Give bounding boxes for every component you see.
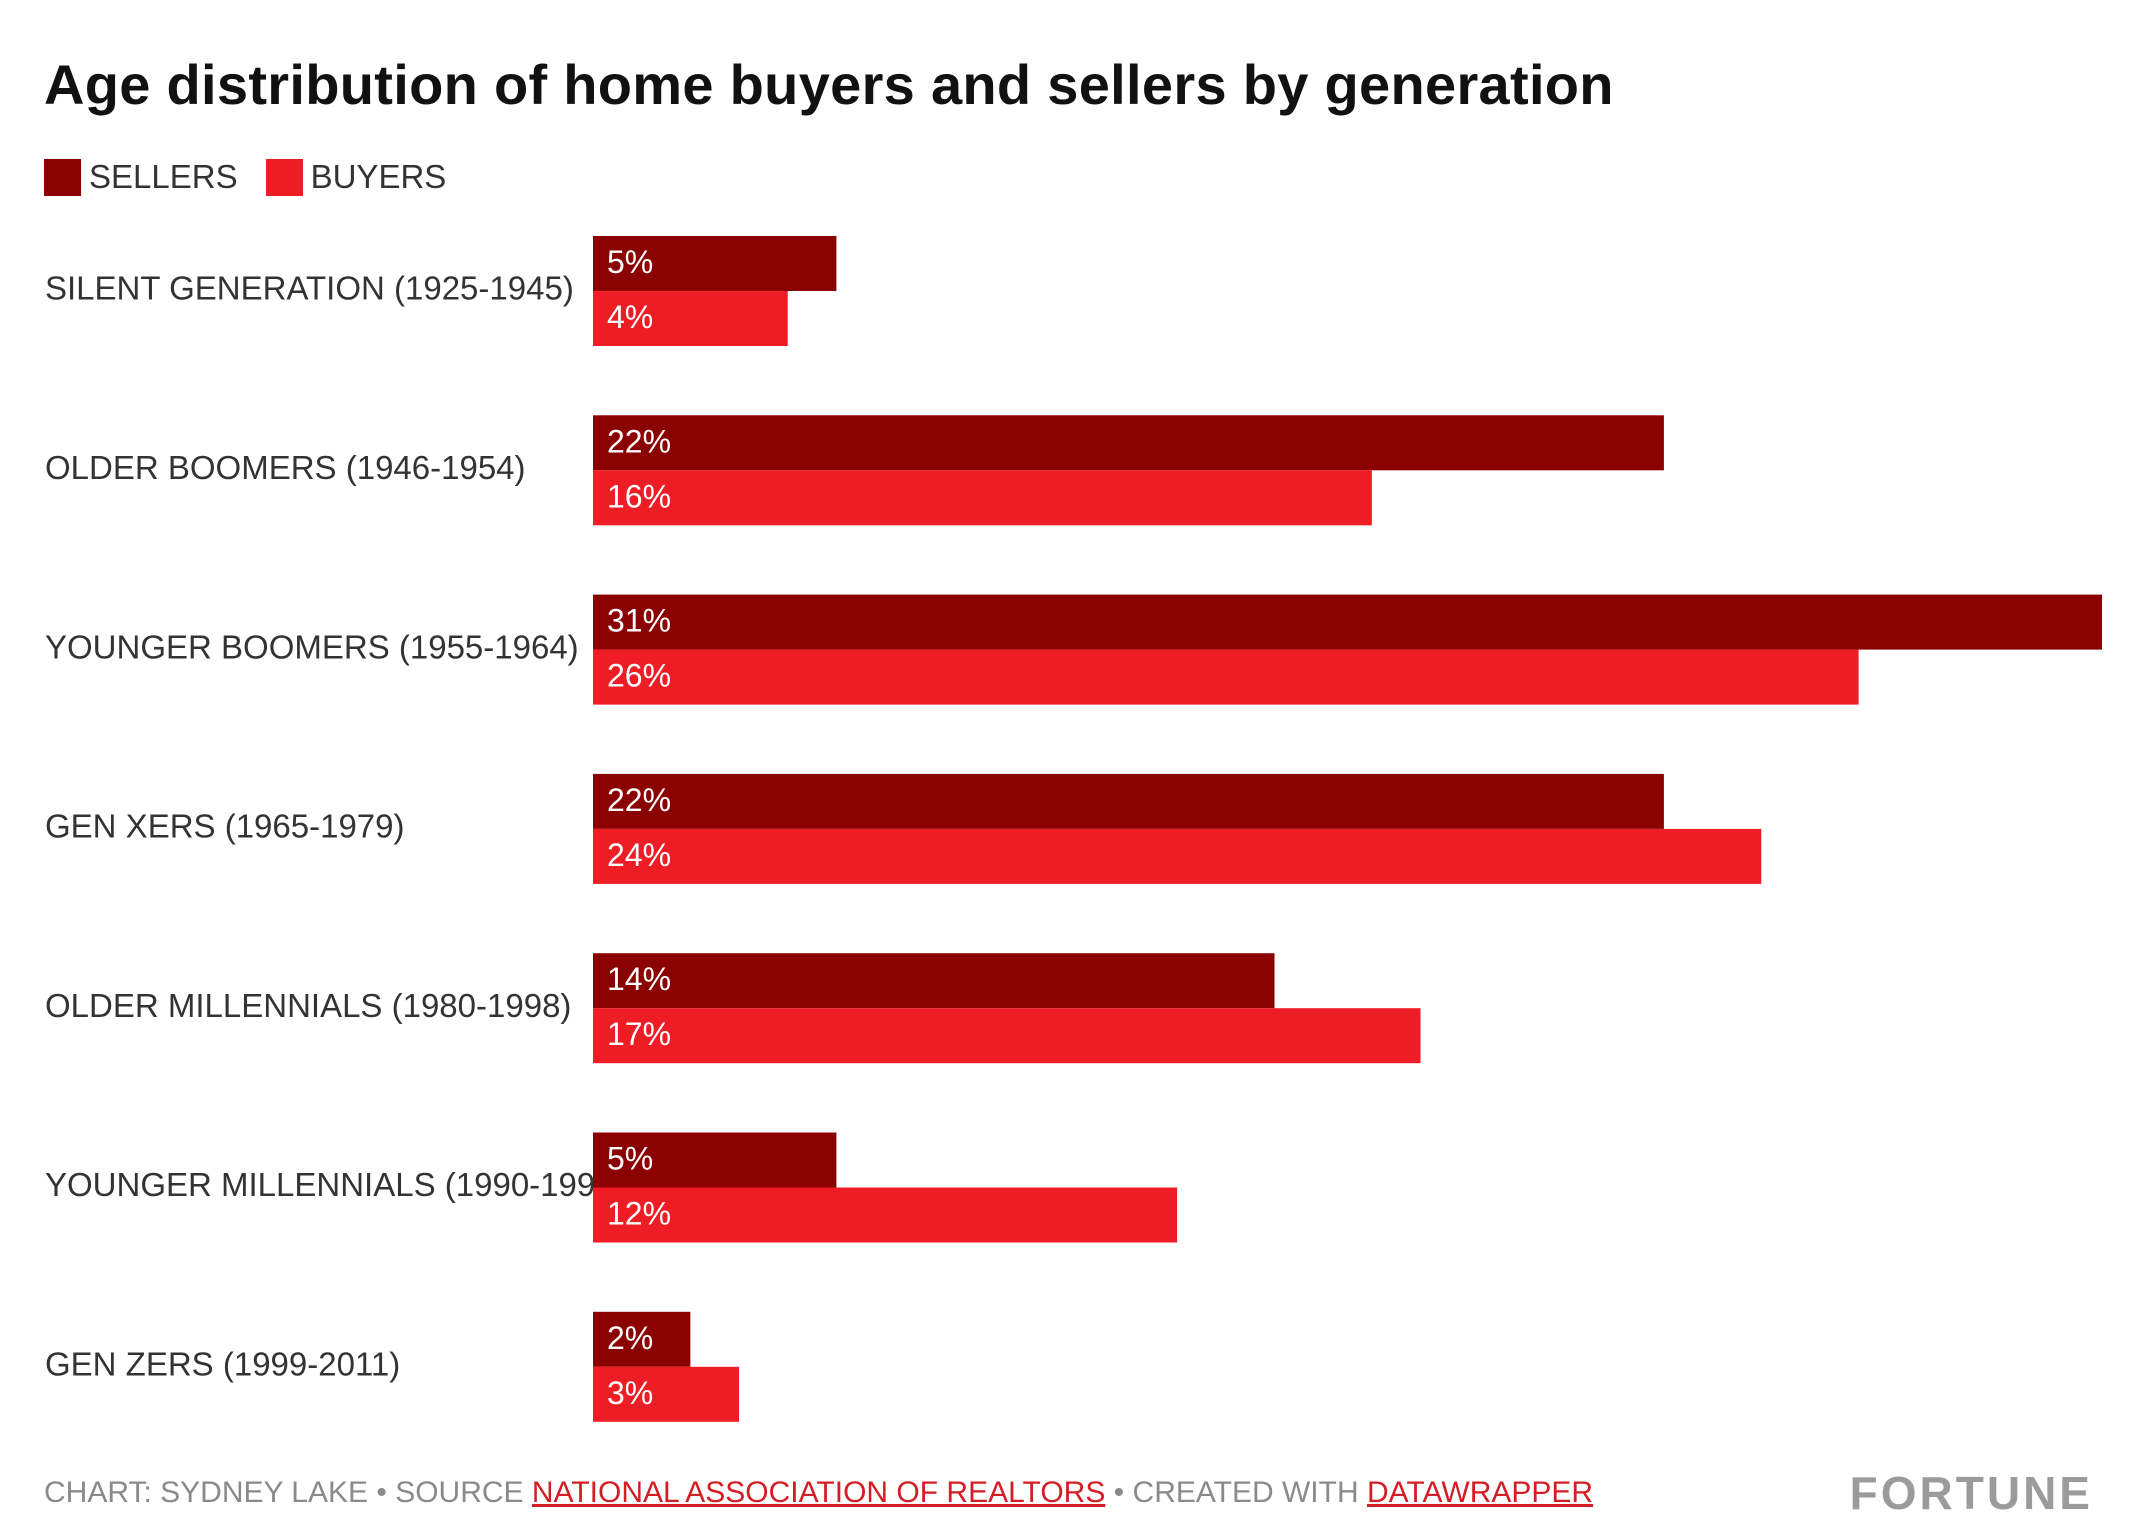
data-label-buyers: 4% [607, 299, 653, 335]
bar-buyers [593, 649, 1859, 705]
data-label-buyers: 12% [607, 1195, 671, 1231]
legend-label-sellers: SELLERS [89, 158, 238, 195]
legend-swatch-sellers [44, 158, 81, 196]
chart-title: Age distribution of home buyers and sell… [44, 53, 1614, 116]
bar-sellers [593, 415, 1664, 471]
footer-chart-credit: CHART: SYDNEY LAKE [44, 1476, 369, 1509]
bar-buyers [593, 828, 1762, 884]
legend-swatch-buyers [265, 158, 303, 196]
footer-credits: CHART: SYDNEY LAKE • SOURCE NATIONAL ASS… [44, 1476, 1593, 1510]
data-label-sellers: 5% [607, 1140, 653, 1176]
bar-sellers [593, 594, 2102, 650]
data-label-sellers: 5% [607, 244, 653, 280]
bar-buyers [593, 1366, 740, 1422]
category-label: OLDER MILLENNIALS (1980-1998) [45, 987, 571, 1024]
legend-item-buyers: BUYERS [265, 158, 447, 196]
legend: SELLERS BUYERS [44, 158, 474, 196]
legend-label-buyers: BUYERS [310, 158, 447, 195]
data-label-buyers: 26% [607, 658, 671, 694]
legend-item-sellers: SELLERS [44, 158, 238, 196]
bar-sellers [593, 1132, 837, 1188]
data-label-buyers: 3% [607, 1375, 653, 1411]
data-label-sellers: 14% [607, 961, 671, 997]
data-label-buyers: 24% [607, 837, 671, 873]
bar-buyers [593, 470, 1372, 526]
bar-buyers [593, 1187, 1178, 1243]
source-link[interactable]: NATIONAL ASSOCIATION OF REALTORS [531, 1476, 1106, 1509]
footer-separator: • [368, 1476, 396, 1509]
footer-source-prefix: SOURCE [395, 1476, 532, 1509]
bar-buyers [593, 291, 788, 346]
bar-sellers [593, 1311, 691, 1367]
bar-sellers [593, 773, 1664, 829]
category-label: SILENT GENERATION (1925-1945) [45, 270, 574, 307]
data-label-sellers: 31% [607, 603, 671, 639]
footer-created-prefix: CREATED WITH [1132, 1476, 1367, 1509]
data-label-sellers: 22% [607, 423, 671, 459]
footer-separator: • [1105, 1476, 1133, 1509]
bar-sellers [593, 236, 837, 291]
bar-sellers [593, 953, 1275, 1009]
data-label-buyers: 17% [607, 1016, 671, 1052]
category-label: YOUNGER BOOMERS (1955-1964) [45, 628, 579, 665]
category-label: YOUNGER MILLENNIALS (1990-1998) [45, 1166, 625, 1203]
data-label-sellers: 2% [607, 1320, 653, 1356]
category-label: OLDER BOOMERS (1946-1954) [45, 449, 526, 486]
fortune-logo: FORTUNE [1849, 1467, 2093, 1519]
data-label-buyers: 16% [607, 478, 671, 514]
data-label-sellers: 22% [607, 782, 671, 818]
datawrapper-link[interactable]: DATAWRAPPER [1366, 1476, 1594, 1509]
bar-buyers [593, 1008, 1421, 1064]
category-label: GEN XERS (1965-1979) [45, 808, 405, 845]
category-label: GEN ZERS (1999-2011) [45, 1346, 400, 1383]
